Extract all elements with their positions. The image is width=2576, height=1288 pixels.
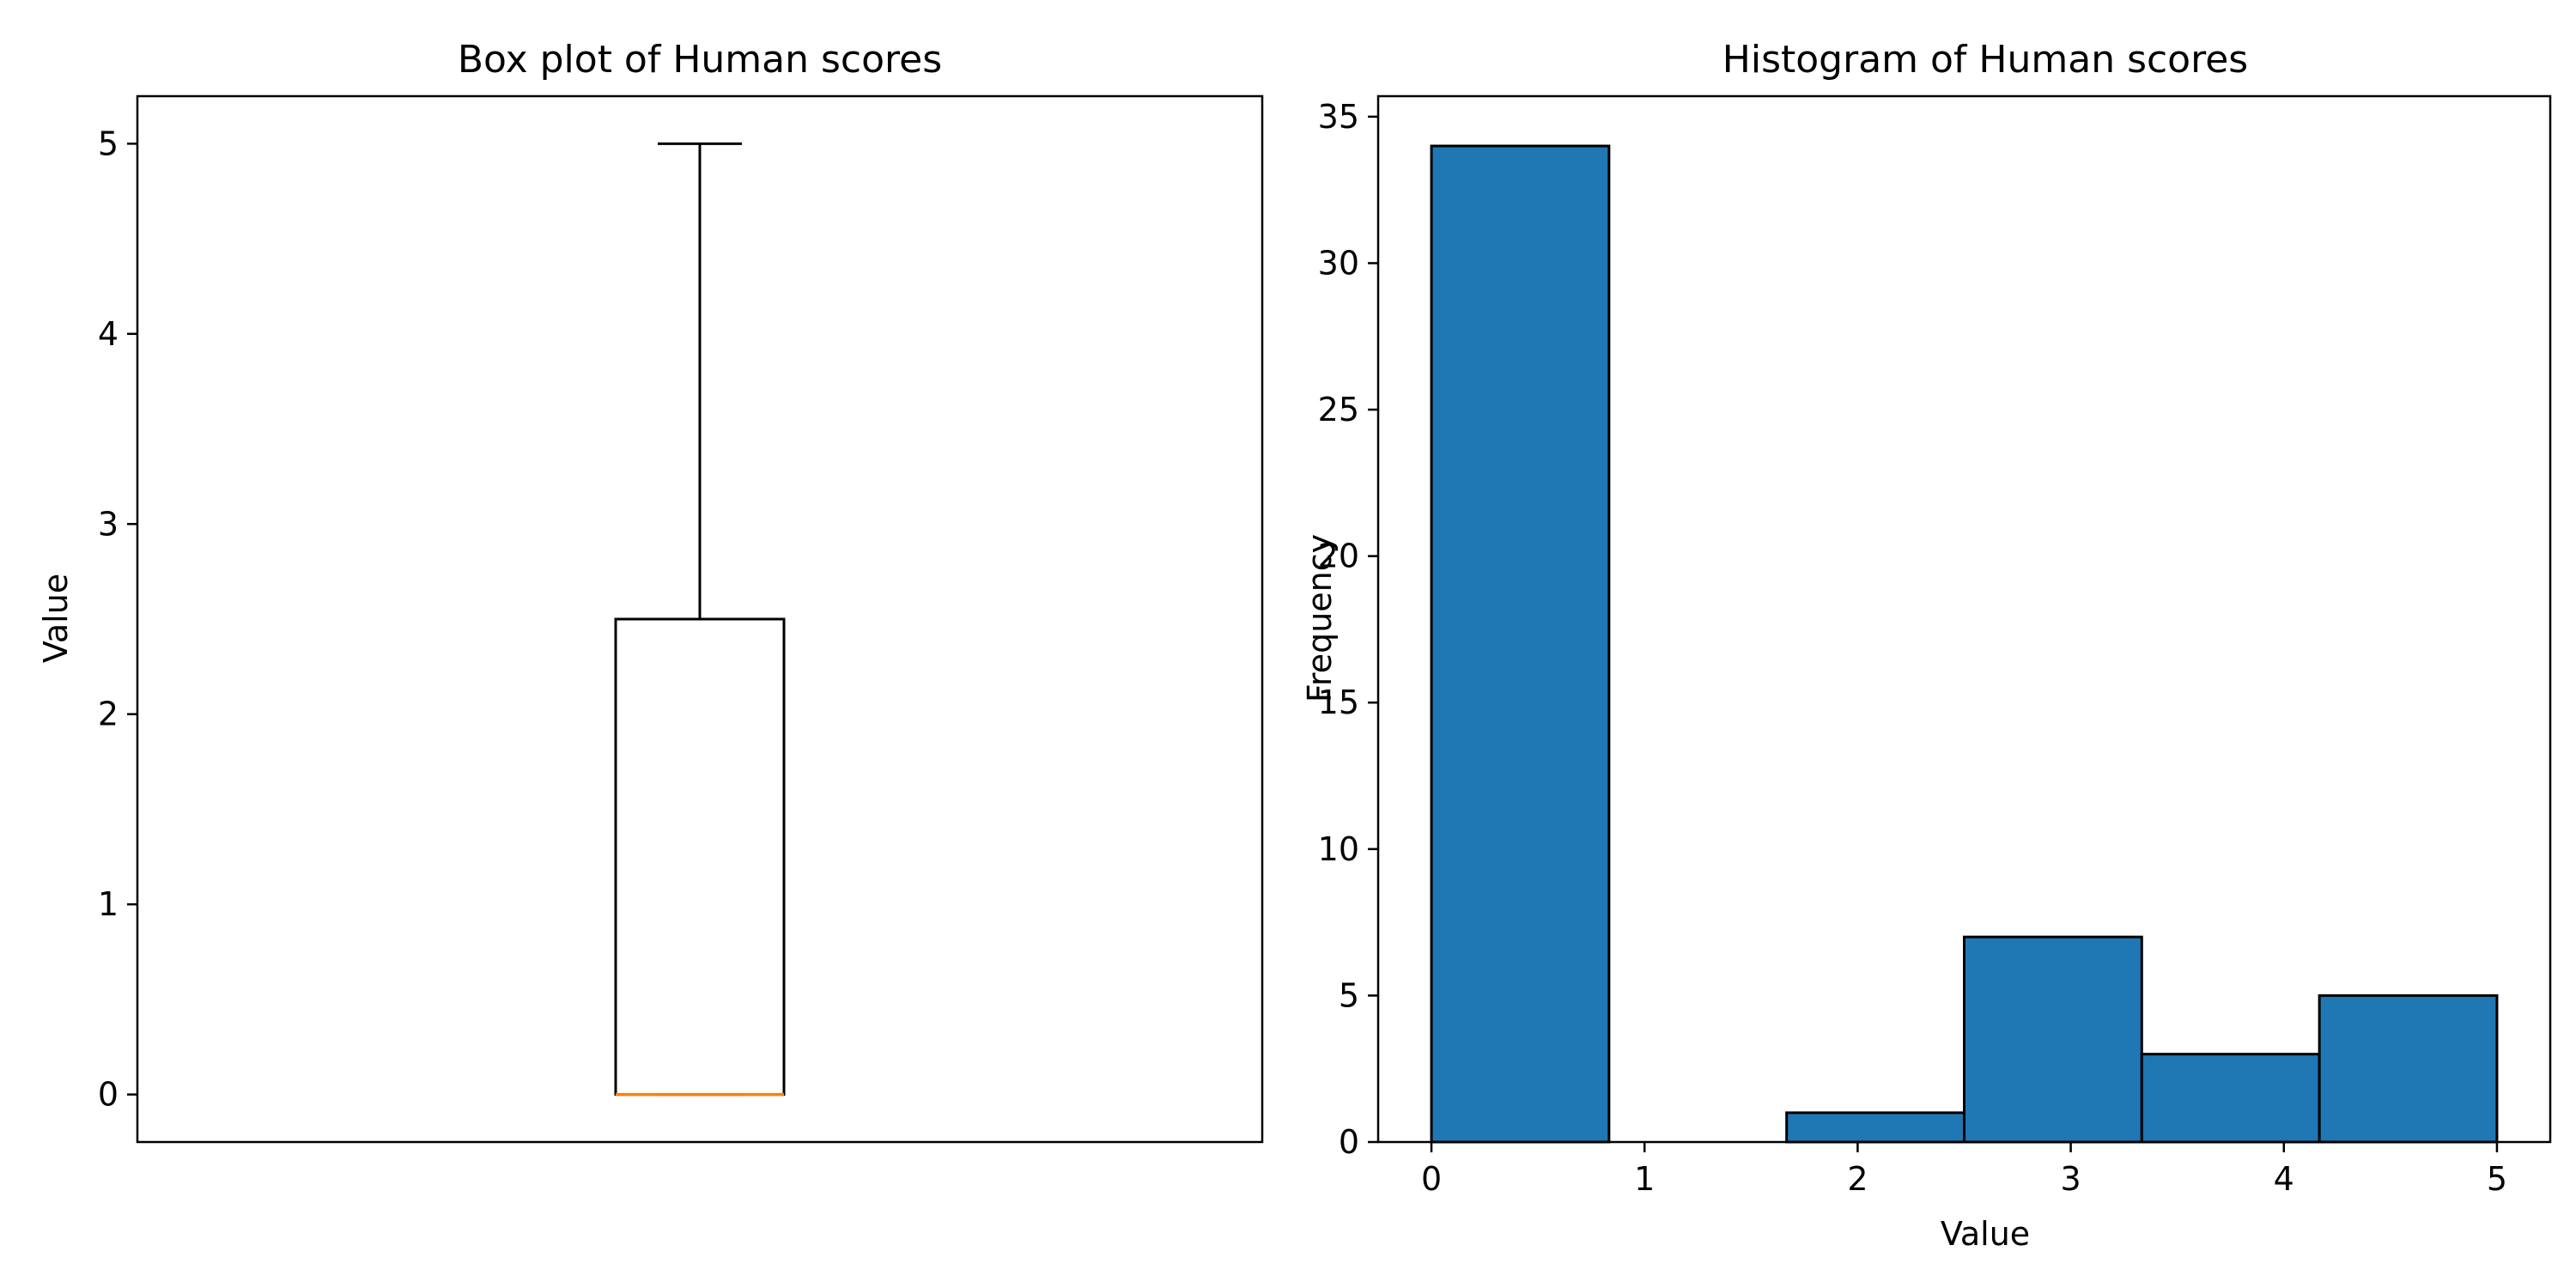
- histogram-bars: [1430, 144, 2499, 1144]
- histogram-y-axis-label: Frequency: [1301, 534, 1339, 702]
- histogram-x-tick-label: 2: [1847, 1160, 1868, 1198]
- boxplot-frame: [136, 94, 1264, 1144]
- boxplot-marks: [614, 142, 786, 1097]
- histogram-y-tick-label: 5: [1339, 976, 1359, 1014]
- histogram-y-tick-label: 0: [1339, 1123, 1359, 1161]
- boxplot-panel: Box plot of Human scores Value 0 1 2 3 4 5: [37, 38, 1264, 1144]
- histogram-x-tick-label: 1: [1634, 1160, 1655, 1198]
- boxplot-y-tick-label: 4: [98, 315, 118, 353]
- boxplot-y-tick-label: 1: [98, 885, 118, 923]
- histogram-frame: [1376, 94, 2552, 1144]
- boxplot-title: Box plot of Human scores: [458, 38, 942, 82]
- histogram-x-axis-label: Value: [1941, 1215, 2030, 1253]
- histogram-x-tick-label: 4: [2274, 1160, 2294, 1198]
- boxplot-y-tick-label: 0: [98, 1076, 118, 1114]
- histogram-y-tick-label: 20: [1318, 538, 1359, 575]
- histogram-bar: [1785, 1111, 1966, 1144]
- histogram-y-tick-label: 35: [1318, 98, 1359, 136]
- boxplot-box: [614, 617, 786, 1097]
- histogram-bar: [1963, 935, 2143, 1144]
- histogram-y-tick-label: 25: [1318, 391, 1359, 428]
- boxplot-y-ticks: 0 1 2 3 4 5: [98, 125, 137, 1114]
- histogram-y-tick-label: 10: [1318, 830, 1359, 868]
- histogram-y-tick-label: 30: [1318, 244, 1359, 282]
- boxplot-y-tick-label: 3: [98, 505, 118, 543]
- histogram-y-ticks: 0 5 10 15 20 25 30 35: [1318, 98, 1378, 1161]
- histogram-bar: [2318, 993, 2499, 1144]
- histogram-x-ticks: 0 1 2 3 4 5: [1421, 1142, 2507, 1198]
- histogram-bar: [1430, 144, 1611, 1144]
- boxplot-y-tick-label: 5: [98, 125, 118, 162]
- boxplot-y-axis-label: Value: [37, 574, 75, 663]
- histogram-y-tick-label: 15: [1318, 683, 1359, 721]
- histogram-panel: Histogram of Human scores Frequency Valu…: [1301, 38, 2552, 1253]
- histogram-bar: [2140, 1053, 2321, 1144]
- histogram-x-tick-label: 5: [2487, 1160, 2507, 1198]
- histogram-x-tick-label: 0: [1421, 1160, 1442, 1198]
- histogram-title: Histogram of Human scores: [1722, 38, 2248, 82]
- boxplot-y-tick-label: 2: [98, 696, 118, 733]
- histogram-x-tick-label: 3: [2060, 1160, 2081, 1198]
